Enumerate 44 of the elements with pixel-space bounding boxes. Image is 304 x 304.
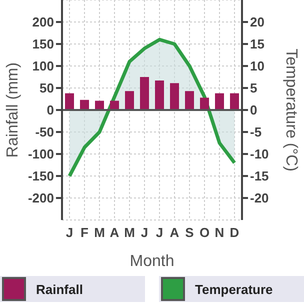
y-tick-label: 150 [32,36,54,52]
y2-tick-label: 10 [250,58,264,74]
y-tick-label: 100 [32,58,54,74]
y-tick-label: -150 [28,168,54,184]
x-tick-label: O [199,225,210,240]
legend-label: Rainfall [36,282,83,296]
x-tick-label: A [170,225,180,240]
x-tick-label: M [124,225,135,240]
x-tick-label: J [140,225,148,240]
y2-tick-label: -5 [250,124,262,140]
x-tick-label: M [94,225,105,240]
x-tick-label: J [156,225,164,240]
x-tick-label: N [214,225,224,240]
x-axis-title: Month [130,253,174,270]
x-tick-label: J [66,225,74,240]
bar [215,93,224,110]
bar [155,80,164,110]
y-tick-label: -200 [28,190,54,206]
bar [65,93,74,110]
x-tick-label: S [185,225,194,240]
bar [185,91,194,110]
y2-tick-label: 0 [250,102,258,118]
bar [140,77,149,110]
bar [200,98,209,110]
y2-tick-label: 5 [250,80,258,96]
y2-tick-label: 15 [250,36,264,52]
x-tick-label: D [230,225,240,240]
legend-label: Temperature [195,282,273,296]
y-tick-label: 0 [46,102,54,118]
x-tick-label: A [110,225,120,240]
y-tick-label: -50 [35,124,54,140]
y2-tick-label: -20 [250,190,269,206]
y2-tick-label: -10 [250,146,269,162]
y2-tick-label: 20 [250,14,264,30]
y-tick-label: 50 [40,80,54,96]
y-tick-label: -100 [28,146,54,162]
y2-tick-label: -15 [250,168,269,184]
bar [125,91,134,110]
y-tick-label: 200 [32,14,54,30]
bar [170,83,179,110]
bar [230,93,239,110]
y-axis-title: Rainfall (mm) [4,62,22,158]
x-tick-label: F [80,225,89,240]
y2-axis-title: Temperature (°C) [282,48,300,172]
